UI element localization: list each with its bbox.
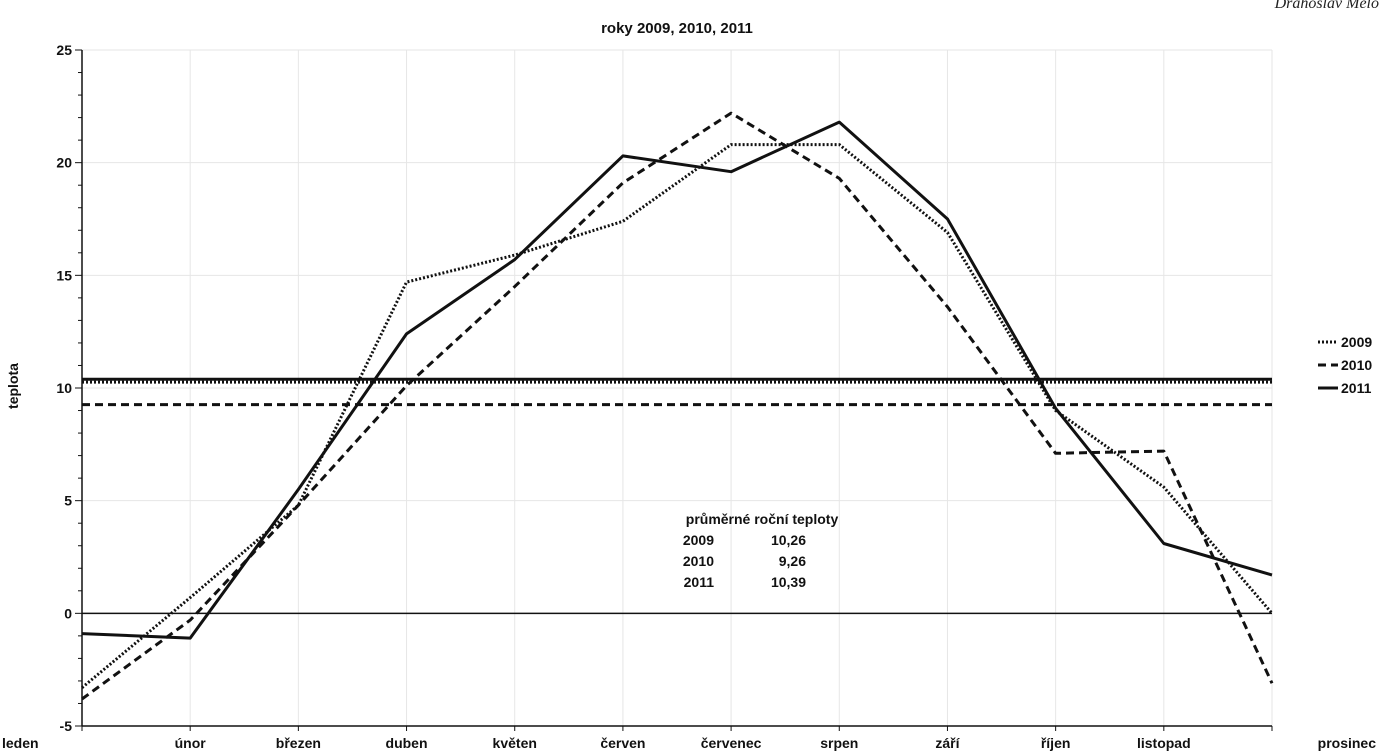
series-line-2010 bbox=[81, 111, 1274, 701]
y-tick-label: 15 bbox=[56, 267, 72, 283]
x-tick-label: září bbox=[935, 735, 960, 751]
x-tick-label: únor bbox=[175, 735, 207, 751]
chart-title: roky 2009, 2010, 2011 bbox=[601, 20, 753, 37]
series-lines bbox=[81, 111, 1274, 701]
average-lines bbox=[82, 377, 1272, 407]
annotation-value: 10,39 bbox=[771, 574, 806, 590]
y-tick-label: 20 bbox=[56, 155, 72, 171]
author-name: Drahoslav Melo bbox=[1274, 0, 1379, 12]
annotation-year: 2011 bbox=[684, 574, 715, 590]
y-tick-label: 5 bbox=[64, 493, 72, 509]
x-tick-label: červen bbox=[600, 735, 645, 751]
axes: -5 0 5 10 15 20 25 leden únor březen duben květen če… bbox=[2, 42, 1376, 751]
x-tick-label: srpen bbox=[820, 735, 858, 751]
x-tick-label: květen bbox=[493, 735, 537, 751]
x-tick-label: červenec bbox=[701, 735, 762, 751]
y-tick-label: -5 bbox=[60, 718, 73, 734]
y-axis-label: teplota bbox=[5, 363, 21, 409]
legend-label-2010: 2010 bbox=[1341, 357, 1372, 373]
annotation-year: 2010 bbox=[683, 553, 714, 569]
legend: 2009 2010 2011 bbox=[1318, 334, 1372, 396]
annotation-value: 10,26 bbox=[771, 532, 806, 548]
annotation-heading: průměrné roční teploty bbox=[686, 511, 839, 527]
annotation-year: 2009 bbox=[683, 532, 714, 548]
legend-label-2011: 2011 bbox=[1341, 380, 1372, 396]
series-line-2011 bbox=[81, 120, 1273, 640]
annotation-value: 9,26 bbox=[779, 553, 806, 569]
x-tick-label: prosinec bbox=[1318, 735, 1377, 751]
x-tick-label: březen bbox=[276, 735, 321, 751]
y-tick-label: 25 bbox=[56, 42, 72, 58]
y-tick-label: 0 bbox=[64, 605, 72, 621]
x-tick-label: duben bbox=[386, 735, 428, 751]
average-annotation: průměrné roční teploty 2009 10,26 2010 9,26 2… bbox=[683, 511, 839, 590]
x-tick-label: říjen bbox=[1041, 735, 1071, 751]
series-line-2009 bbox=[81, 143, 1274, 689]
grid bbox=[81, 49, 1273, 727]
legend-label-2009: 2009 bbox=[1341, 334, 1372, 350]
y-tick-label: 10 bbox=[56, 380, 72, 396]
x-tick-label: listopad bbox=[1137, 735, 1191, 751]
x-tick-label: leden bbox=[2, 735, 39, 751]
